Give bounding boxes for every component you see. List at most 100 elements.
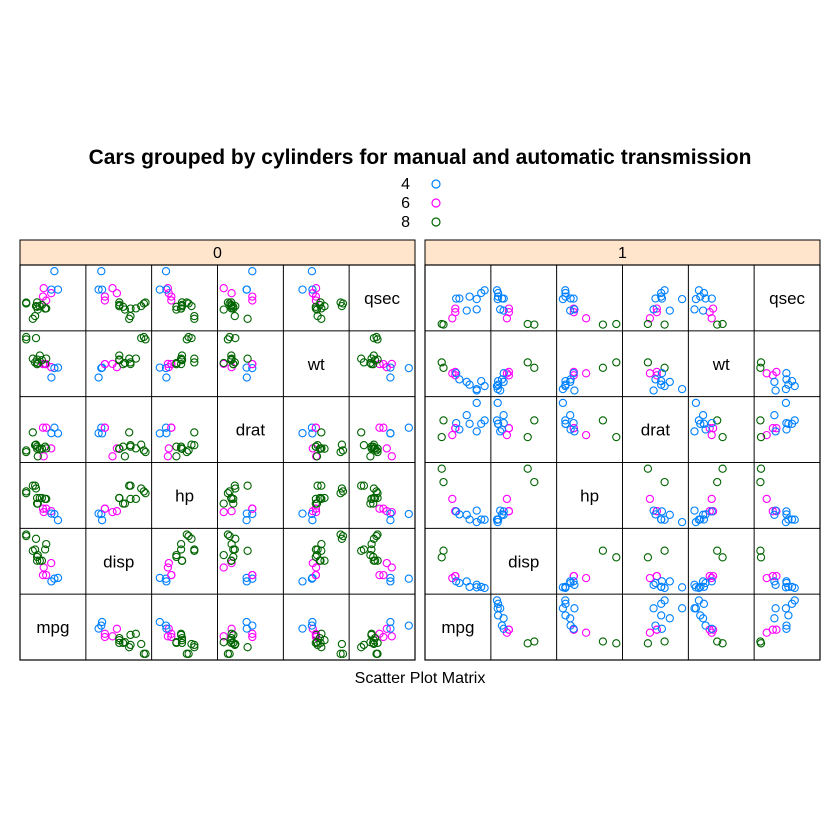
point-4-cyl xyxy=(50,509,59,519)
point-8-cyl xyxy=(367,629,376,638)
point-6-cyl xyxy=(645,369,655,378)
point-4-cyl xyxy=(155,573,164,583)
point-6-cyl xyxy=(448,430,457,440)
variable-label-drat: drat xyxy=(236,421,266,440)
cell-border xyxy=(282,264,350,332)
point-4-cyl xyxy=(782,369,791,378)
point-8-cyl xyxy=(643,639,653,648)
point-8-cyl xyxy=(598,416,608,425)
point-6-cyl xyxy=(38,504,48,513)
panel-frame-0 xyxy=(19,264,416,661)
point-8-cyl xyxy=(243,546,252,555)
point-4-cyl xyxy=(566,377,575,387)
point-4-cyl xyxy=(781,384,791,394)
x-axis-label: Scatter Plot Matrix xyxy=(355,670,486,687)
point-8-cyl xyxy=(311,499,320,508)
point-8-cyl xyxy=(176,444,186,453)
point-6-cyl xyxy=(227,289,236,298)
point-6-cyl xyxy=(502,494,512,504)
legend-marker-4 xyxy=(431,179,441,189)
point-4-cyl xyxy=(492,286,502,295)
point-6-cyl xyxy=(762,430,771,440)
point-8-cyl xyxy=(437,432,446,442)
point-4-cyl xyxy=(477,582,486,592)
point-8-cyl xyxy=(22,332,31,342)
point-6-cyl xyxy=(108,452,117,461)
point-6-cyl xyxy=(645,494,655,504)
legend-label-4: 4 xyxy=(401,176,410,193)
point-4-cyl xyxy=(472,305,481,314)
point-8-cyl xyxy=(598,546,608,555)
point-4-cyl xyxy=(771,427,780,436)
cell-border xyxy=(19,462,87,529)
point-8-cyl xyxy=(115,493,124,503)
point-6-cyl xyxy=(768,571,777,581)
point-8-cyl xyxy=(439,416,448,425)
point-8-cyl xyxy=(372,649,381,658)
point-8-cyl xyxy=(243,354,252,363)
point-4-cyl xyxy=(472,386,481,395)
point-6-cyl xyxy=(38,292,48,301)
point-8-cyl xyxy=(22,446,31,455)
point-4-cyl xyxy=(298,285,307,294)
point-4-cyl xyxy=(242,577,251,586)
point-4-cyl xyxy=(386,363,395,372)
point-4-cyl xyxy=(499,411,508,420)
point-8-cyl xyxy=(177,556,187,565)
point-4-cyl xyxy=(782,621,791,630)
point-8-cyl xyxy=(336,447,345,457)
point-8-cyl xyxy=(22,335,31,344)
point-4-cyl xyxy=(499,507,508,516)
point-8-cyl xyxy=(643,553,653,562)
variable-label-disp: disp xyxy=(508,552,539,571)
point-4-cyl xyxy=(699,599,709,608)
point-8-cyl xyxy=(612,358,621,367)
point-4-cyl xyxy=(790,515,799,524)
point-4-cyl xyxy=(248,267,257,276)
point-4-cyl xyxy=(155,429,164,438)
point-6-cyl xyxy=(708,571,718,581)
point-8-cyl xyxy=(28,314,37,323)
point-4-cyl xyxy=(465,380,474,389)
point-4-cyl xyxy=(707,507,716,516)
point-4-cyl xyxy=(496,386,505,395)
point-4-cyl xyxy=(770,577,779,586)
point-4-cyl xyxy=(242,509,251,518)
point-8-cyl xyxy=(229,302,238,311)
point-4-cyl xyxy=(97,285,107,294)
point-6-cyl xyxy=(504,367,514,377)
point-4-cyl xyxy=(53,573,63,583)
point-6-cyl xyxy=(382,444,391,453)
point-8-cyl xyxy=(32,442,42,451)
point-8-cyl xyxy=(231,333,240,343)
point-4-cyl xyxy=(781,517,791,527)
point-8-cyl xyxy=(187,333,196,343)
point-4-cyl xyxy=(161,267,171,276)
point-4-cyl xyxy=(657,577,667,586)
point-8-cyl xyxy=(523,319,532,329)
point-6-cyl xyxy=(100,629,110,638)
point-8-cyl xyxy=(369,333,379,343)
point-4-cyl xyxy=(465,515,474,524)
point-4-cyl xyxy=(782,624,791,633)
point-8-cyl xyxy=(598,320,608,329)
cell-border xyxy=(622,593,689,661)
point-8-cyl xyxy=(126,494,135,504)
point-4-cyl xyxy=(472,506,481,515)
point-8-cyl xyxy=(756,464,766,473)
point-8-cyl xyxy=(139,299,149,308)
point-8-cyl xyxy=(190,354,199,363)
point-4-cyl xyxy=(47,509,56,518)
point-4-cyl xyxy=(781,398,791,408)
point-8-cyl xyxy=(756,358,766,367)
point-4-cyl xyxy=(782,375,791,384)
point-6-cyl xyxy=(248,504,257,513)
point-8-cyl xyxy=(184,299,193,308)
point-6-cyl xyxy=(100,359,110,369)
cell-border xyxy=(151,396,218,463)
point-6-cyl xyxy=(652,625,661,634)
point-4-cyl xyxy=(561,292,570,301)
point-8-cyl xyxy=(317,428,326,437)
point-8-cyl xyxy=(337,534,347,543)
point-6-cyl xyxy=(705,571,714,581)
